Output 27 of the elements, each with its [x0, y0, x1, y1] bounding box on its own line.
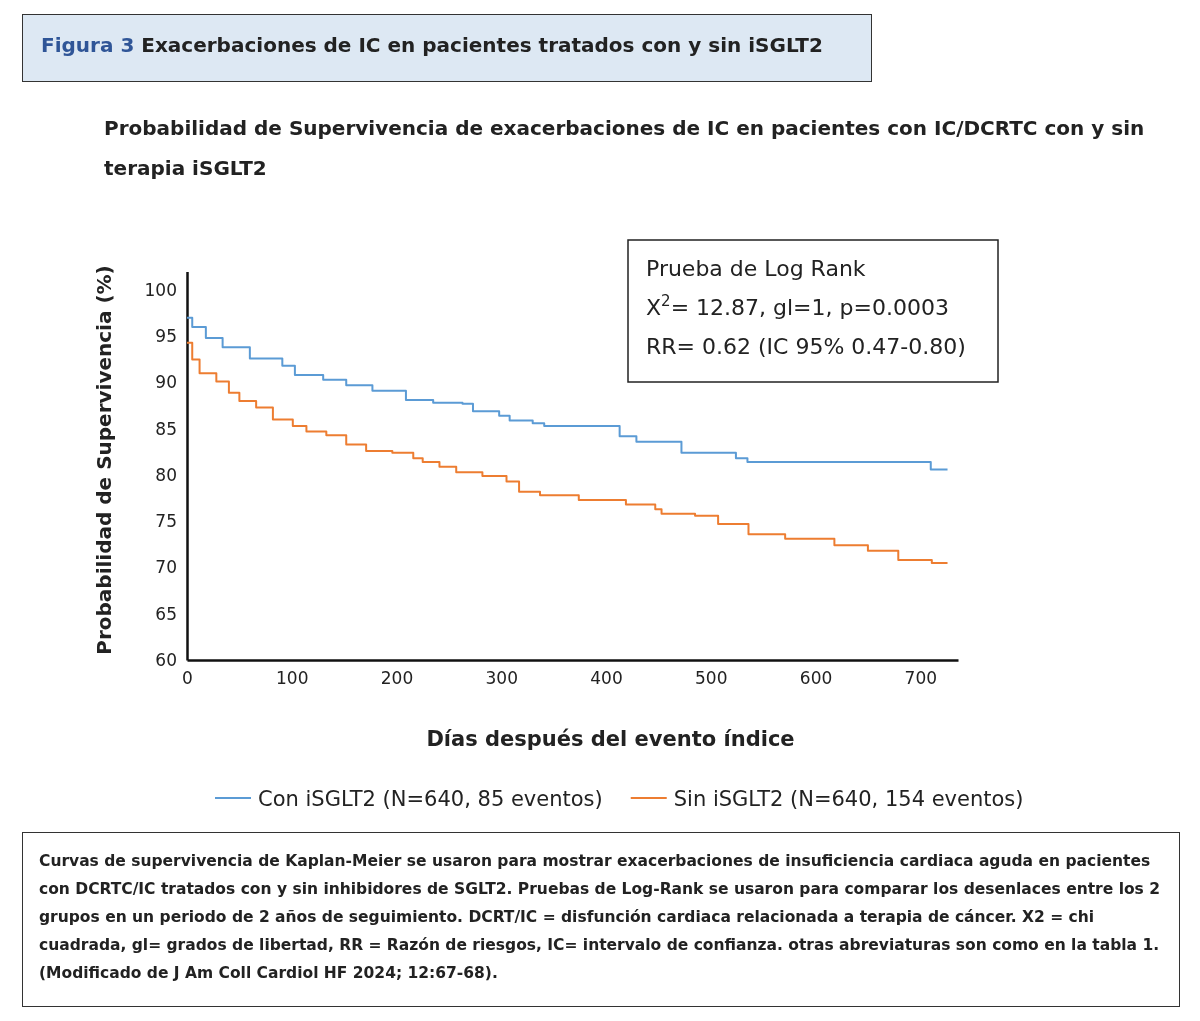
legend-label: Con iSGLT2 (N=640, 85 eventos)	[258, 787, 603, 811]
chart-title: Figura 3 Exacerbaciones de IC en pacientes tratados con y sin iSGLT2	[41, 33, 823, 57]
x-tick-label: 700	[904, 668, 938, 689]
x-tick-label: 400	[590, 668, 623, 689]
x-tick-label: 500	[695, 668, 728, 689]
x-tick-label: 100	[276, 668, 309, 689]
text: Curvas de supervivencia de Kaplan-Meier se usaron para mostrar exacerbaciones de insuficiencia cardiaca aguda en pacientes con DCRTC/IC tratados con y sin inhibidores de SGLT2. Pruebas de Log-Rank se usaron para comparar los desenlaces entre los 2 grupos en un periodo de 2 años de seguimiento. DCRT/IC = disfunción cardiaca relacionada a terapia de cáncer. X2 = chi cuadrada, gl= grados de libertad, RR = Razón de riesgos, IC= intervalo de confianza. otras abreviaturas son como en la tabla 1. (Modificado de J Am Coll Cardiol HF 2024; 12:67-68).	[22, 832, 1180, 1007]
annotation: X$^{2}$= 12.87, gl=1, p=0.0003	[646, 292, 949, 320]
legend-label: Sin iSGLT2 (N=640, 154 eventos)	[673, 787, 1024, 811]
chart-subtitle: Probabilidad de Supervivencia de exacerbaciones de IC en pacientes con IC/DCRTC con y sin terapia iSGLT2	[104, 115, 1146, 182]
y-tick-label: 95	[155, 326, 177, 347]
y-tick-label: 100	[144, 279, 177, 300]
y-axis-title: Probabilidad de Supervivencia (%)	[92, 265, 116, 655]
y-tick-label: 70	[155, 557, 177, 578]
y-tick-label: 90	[155, 372, 177, 393]
y-tick-label: 75	[155, 511, 177, 532]
y-tick-label: 65	[155, 603, 177, 624]
x-tick-label: 200	[380, 668, 414, 689]
y-tick-label: 85	[155, 418, 177, 439]
x-tick-label: 300	[485, 668, 518, 689]
x-tick-label: 600	[799, 668, 833, 689]
annotation: Prueba de Log Rank	[646, 256, 866, 281]
annotation: RR= 0.62 (IC 95% 0.47-0.80)	[646, 334, 966, 359]
x-axis-title: Días después del evento índice	[426, 727, 795, 751]
x-tick-label: 0	[182, 668, 193, 689]
y-tick-label: 80	[155, 464, 177, 485]
y-tick-label: 60	[155, 649, 177, 670]
